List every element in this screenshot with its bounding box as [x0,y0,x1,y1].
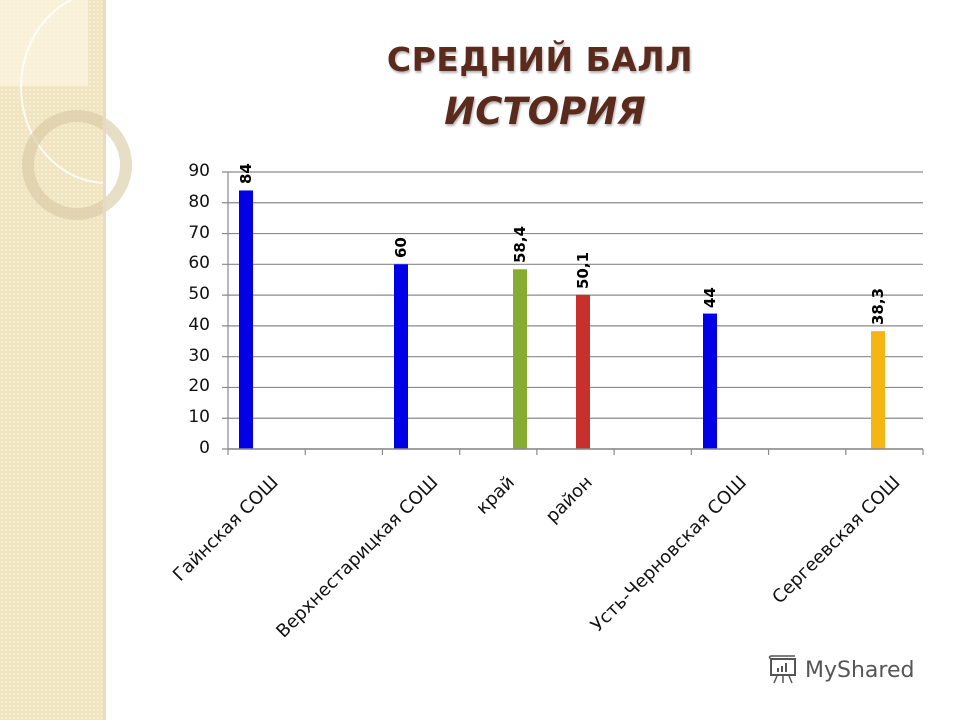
data-label: 44 [701,286,719,308]
slide-title: СРЕДНИЙ БАЛЛ [386,40,694,79]
side-strip-edge [103,0,106,720]
data-label: 58,4 [511,226,529,264]
y-tick-label: 50 [188,284,210,305]
data-label: 84 [237,163,255,185]
y-tick-label: 90 [188,161,210,181]
watermark-text: MyShared [805,657,915,683]
bar [576,294,590,449]
data-label: 60 [392,237,410,259]
bar [871,331,885,449]
y-tick-label: 40 [188,314,210,335]
presentation-board-icon [768,655,796,684]
watermark: MyShared [767,655,914,685]
y-tick-label: 80 [188,191,210,212]
data-label: 50,1 [574,251,592,289]
y-tick-label: 60 [188,253,210,274]
slide-subtitle: ИСТОРИЯ [444,90,646,133]
bar [394,264,408,449]
y-tick-label: 0 [199,438,210,458]
bar [703,313,717,449]
bar [513,269,527,449]
data-label: 38,3 [869,288,887,326]
y-tick-label: 10 [188,407,210,428]
y-tick-label: 30 [188,345,210,366]
bar [239,190,253,449]
y-tick-label: 70 [188,222,210,243]
y-tick-label: 20 [188,376,210,397]
